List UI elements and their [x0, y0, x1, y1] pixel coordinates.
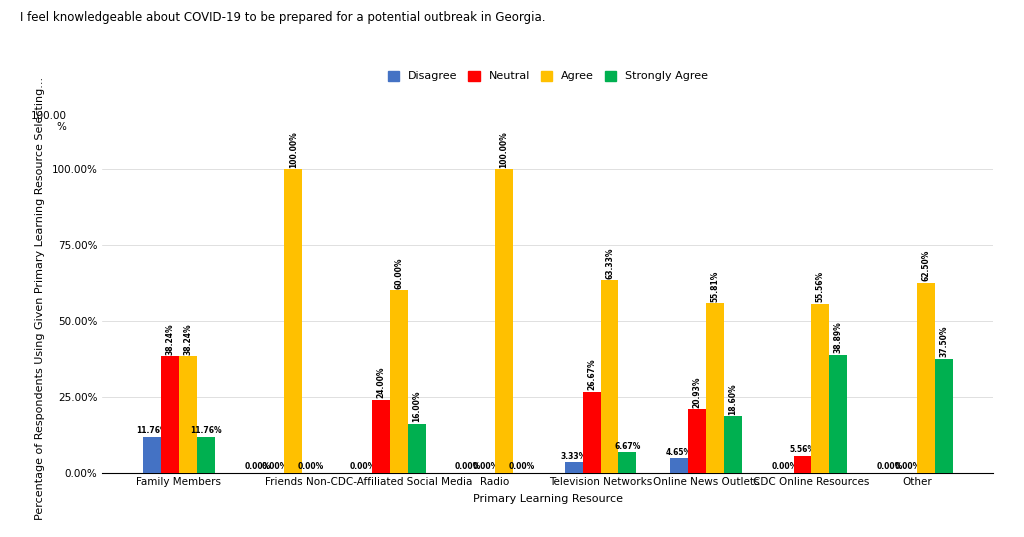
Text: 60.00%: 60.00%	[394, 257, 403, 289]
Text: 3.33%: 3.33%	[560, 452, 587, 461]
Bar	[197, 437, 215, 473]
Bar	[372, 400, 390, 473]
Text: 0.00%: 0.00%	[298, 462, 325, 471]
Text: 38.24%: 38.24%	[183, 323, 193, 355]
Y-axis label: Percentage of Respondents Using Given Primary Learning Resource Selecting...: Percentage of Respondents Using Given Pr…	[35, 76, 45, 520]
Legend: Disagree, Neutral, Agree, Strongly Agree: Disagree, Neutral, Agree, Strongly Agree	[383, 66, 713, 86]
Text: 100.00%: 100.00%	[289, 131, 298, 168]
Bar	[688, 409, 706, 473]
Text: 55.81%: 55.81%	[711, 270, 720, 302]
Text: %: %	[56, 121, 67, 132]
Bar	[916, 283, 935, 473]
Text: 0.00%: 0.00%	[877, 462, 903, 471]
X-axis label: Primary Learning Resource: Primary Learning Resource	[473, 495, 623, 504]
Bar	[143, 437, 161, 473]
Text: 100.00: 100.00	[31, 111, 67, 121]
Bar	[670, 459, 688, 473]
Text: 0.00%: 0.00%	[455, 462, 481, 471]
Text: 24.00%: 24.00%	[376, 367, 385, 398]
Text: 6.67%: 6.67%	[614, 442, 641, 451]
Bar	[408, 424, 426, 473]
Text: 11.76%: 11.76%	[189, 426, 221, 436]
Bar	[618, 452, 637, 473]
Text: 0.00%: 0.00%	[509, 462, 536, 471]
Text: 5.56%: 5.56%	[790, 445, 815, 454]
Text: 26.67%: 26.67%	[587, 359, 596, 390]
Bar	[583, 391, 600, 473]
Text: 38.24%: 38.24%	[165, 323, 174, 355]
Text: I feel knowledgeable about COVID-19 to be prepared for a potential outbreak in G: I feel knowledgeable about COVID-19 to b…	[20, 11, 546, 24]
Text: 4.65%: 4.65%	[666, 448, 692, 457]
Text: 100.00%: 100.00%	[500, 131, 509, 168]
Bar	[811, 304, 829, 473]
Text: 0.00%: 0.00%	[895, 462, 922, 471]
Bar	[285, 169, 302, 473]
Text: 20.93%: 20.93%	[692, 376, 701, 408]
Bar	[706, 303, 724, 473]
Bar	[829, 354, 847, 473]
Bar	[724, 416, 741, 473]
Text: 55.56%: 55.56%	[816, 271, 825, 302]
Bar	[179, 357, 197, 473]
Text: 16.00%: 16.00%	[412, 391, 421, 423]
Text: 37.50%: 37.50%	[939, 326, 948, 357]
Text: 63.33%: 63.33%	[605, 248, 614, 279]
Text: 62.50%: 62.50%	[922, 250, 931, 281]
Bar	[794, 456, 811, 473]
Bar	[496, 169, 513, 473]
Bar	[600, 280, 618, 473]
Text: 0.00%: 0.00%	[473, 462, 500, 471]
Text: 11.76%: 11.76%	[136, 426, 168, 436]
Bar	[935, 359, 952, 473]
Text: 0.00%: 0.00%	[771, 462, 798, 471]
Text: 0.00%: 0.00%	[262, 462, 289, 471]
Bar	[161, 357, 179, 473]
Bar	[564, 462, 583, 473]
Text: 18.60%: 18.60%	[728, 383, 737, 415]
Text: 0.00%: 0.00%	[349, 462, 376, 471]
Text: 38.89%: 38.89%	[834, 321, 843, 353]
Bar	[390, 291, 408, 473]
Text: 0.00%: 0.00%	[244, 462, 270, 471]
